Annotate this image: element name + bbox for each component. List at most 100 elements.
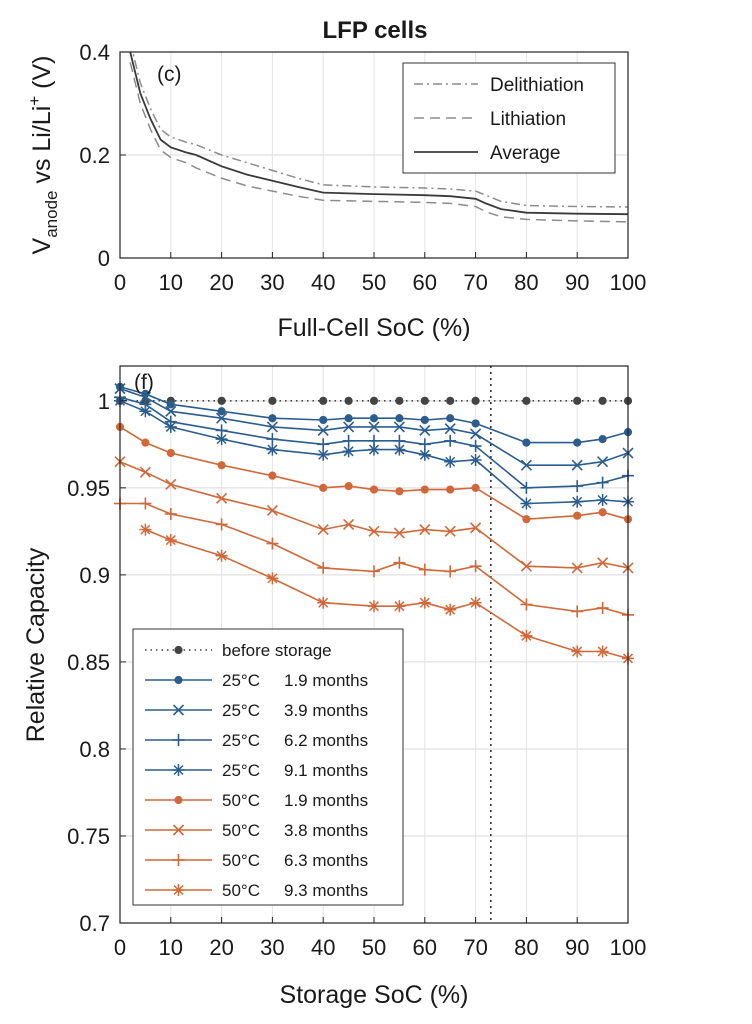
series-25-c-3-9-months-point [470, 428, 482, 440]
series-before-storage-point [268, 396, 277, 405]
f-ytick-label: 0.7 [79, 911, 110, 936]
figure-title: LFP cells [323, 17, 428, 44]
legend-temp-25-c-1-9-months: 25°C [222, 671, 260, 690]
series-25-c-9-1-months-point [368, 443, 380, 456]
series-50-c-1-9-months-point [598, 508, 607, 517]
series-50-c-1-9-months-point [522, 515, 531, 524]
legend-marker-50-c-3-8-months-stroke [172, 824, 185, 836]
c-xtick-label: 20 [209, 270, 233, 295]
series-50-c-9-3-months-point [571, 645, 584, 658]
series-50-c-3-8-months-point [343, 518, 355, 530]
series-25-c-3-9-months-point [165, 405, 177, 417]
series-50-c-6-3-months-point [418, 563, 431, 576]
series-50-c-3-8-months-point-stroke [368, 525, 380, 537]
c-xtick-label: 90 [565, 270, 589, 295]
series-25-c-3-9-months-point [317, 424, 329, 436]
legend-temp-25-c-3-9-months: 25°C [222, 701, 260, 720]
series-50-c-3-8-months-point [444, 525, 456, 537]
f-xtick-label: 20 [209, 935, 233, 960]
series-25-c-9-1-months-point [520, 497, 533, 510]
series-50-c-1-9-months-point [420, 485, 429, 494]
legend-duration-50-c-6-3-months: 6.3 months [284, 851, 368, 870]
series-50-c-9-3-months-point-stroke [394, 601, 405, 612]
series-25-c-3-9-months-point-stroke [571, 459, 583, 471]
series-50-c-3-8-months-point [470, 522, 482, 534]
series-50-c-3-8-months-point-stroke [470, 522, 482, 534]
c-ytick-label: 0.4 [79, 40, 110, 65]
series-25-c-9-1-months-point-stroke [165, 421, 176, 432]
f-xtick-label: 40 [311, 935, 335, 960]
legend-temp-50-c-3-8-months: 50°C [222, 821, 260, 840]
series-50-c-3-8-months-point-stroke [343, 518, 355, 530]
series-50-c-9-3-months-point [317, 596, 330, 609]
series-25-c-1-9-months-point [420, 415, 429, 425]
series-50-c-6-3-months-point [393, 556, 406, 569]
ylabel-end: (V) [28, 56, 56, 96]
series-50-c-3-8-months-point-stroke [393, 527, 405, 539]
series-25-c-9-1-months-point-stroke [343, 446, 354, 457]
series-50-c-9-3-months-point [215, 549, 228, 562]
series-25-c-9-1-months-point [266, 443, 279, 456]
series-50-c-3-8-months-point [368, 525, 380, 537]
series-25-c-3-9-months-point [520, 459, 532, 471]
series-25-c-1-9-months-point [471, 419, 480, 428]
series-25-c-3-9-months-point [571, 459, 583, 471]
legend-duration-25-c-3-9-months: 3.9 months [284, 701, 368, 720]
series-50-c-9-3-months-point [368, 600, 380, 613]
series-25-c-6-2-months-line [119, 396, 629, 489]
panel-c-tag: (c) [157, 63, 182, 86]
legend-label-lithiation: Lithiation [490, 109, 566, 130]
series-25-c-3-9-months-point [597, 456, 609, 468]
series-25-c-9-1-months-point-stroke [368, 444, 380, 455]
series-50-c-3-8-months-point [216, 492, 228, 504]
ylabel-sub: anode [42, 191, 61, 238]
series-25-c-1-9-months-point [522, 438, 531, 447]
series-50-c-9-3-months-point-stroke [165, 535, 176, 546]
series-50-c-9-3-months-point [418, 596, 431, 609]
c-xtick-label: 60 [413, 270, 437, 295]
series-50-c-6-3-months-point [215, 518, 228, 531]
f-xtick-label: 60 [413, 935, 437, 960]
series-50-c-9-3-months-point-stroke [470, 597, 481, 608]
series-25-c-9-1-months-line [119, 400, 629, 505]
series-50-c-3-8-months-point [139, 466, 151, 478]
c-ytick-label: 0 [98, 246, 110, 271]
panel-c-xlabel: Full-Cell SoC (%) [277, 314, 470, 342]
c-xtick-label: 70 [463, 270, 487, 295]
series-50-c-9-3-months-point-stroke [216, 550, 227, 561]
c-xtick-label: 0 [114, 270, 126, 295]
series-50-c-9-3-months-point [520, 629, 533, 642]
series-before-storage-point [598, 396, 607, 405]
series-before-storage-point [344, 396, 353, 405]
panel-f-legend-items: before storage 25°C 1.9 months 25°C 3.9 mont… [145, 641, 368, 900]
series-50-c-3-8-months-point [317, 524, 329, 536]
legend-label-before-storage: before storage [222, 641, 332, 660]
series-50-c-6-3-months-point [444, 565, 457, 578]
series-50-c-9-3-months-point [266, 572, 279, 585]
series-25-c-9-1-months-point [393, 443, 406, 456]
legend-marker-before-storage [174, 645, 183, 655]
series-25-c-1-9-months-point [268, 414, 277, 423]
series-25-c-3-9-months-point [419, 424, 431, 436]
series-50-c-6-3-months-point [139, 497, 152, 510]
series-25-c-3-9-months-point-stroke [520, 459, 532, 471]
legend-marker-50-c-9-3-months-stroke [173, 884, 184, 896]
legend-marker-25-c-9-1-months [172, 764, 185, 776]
c-xtick-label: 100 [610, 270, 647, 295]
series-25-c-9-1-months-point [444, 455, 457, 468]
series-25-c-6-2-months-point [596, 476, 609, 489]
series-25-c-1-9-months-point [217, 407, 226, 416]
series-25-c-3-9-months-point [393, 421, 405, 433]
series-25-c-9-1-months-point-stroke [572, 496, 583, 507]
f-ytick-label: 1 [98, 389, 110, 414]
series-25-c-9-1-months-point-stroke [140, 406, 151, 417]
c-xtick-label: 10 [159, 270, 183, 295]
series-25-c-3-9-months-point-stroke [597, 456, 609, 468]
legend-marker-25-c-1-9-months [174, 675, 183, 685]
series-50-c-9-3-months-point-stroke [140, 524, 151, 535]
series-50-c-3-8-months-point-stroke [419, 524, 431, 536]
series-50-c-6-3-months-point [571, 605, 584, 618]
series-50-c-6-3-months-point [520, 598, 533, 611]
series-25-c-1-9-months-point [369, 414, 379, 423]
